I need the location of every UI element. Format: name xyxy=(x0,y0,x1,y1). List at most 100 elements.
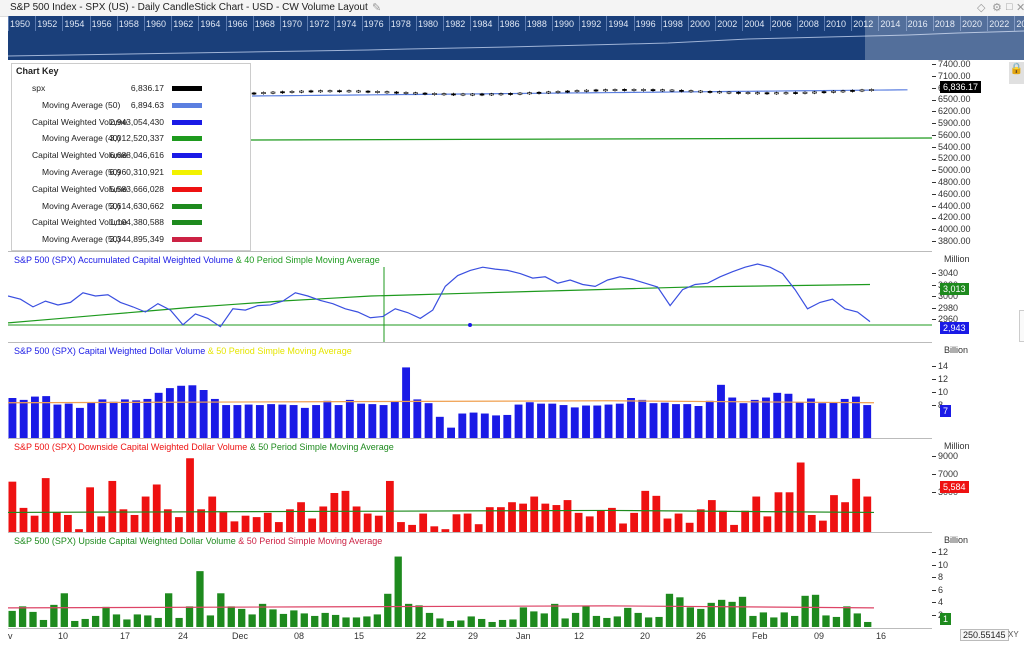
candle-body xyxy=(517,92,523,95)
chart-key-row: Capital Weighted Volume 5,583,666,028 xyxy=(12,181,250,197)
upside-volume-bar xyxy=(279,613,288,627)
dollar-volume-bar xyxy=(413,399,422,438)
window-title: S&P 500 Index - SPX (US) - Daily CandleS… xyxy=(10,2,368,13)
downside-volume-bar xyxy=(152,484,161,532)
downside-volume-bar xyxy=(508,502,516,532)
dollar-volume-panel[interactable]: S&P 500 (SPX) Capital Weighted Dollar Vo… xyxy=(8,343,932,439)
navigator-year-separator xyxy=(171,16,173,31)
dollar-volume-bar xyxy=(638,399,647,438)
navigator-year-separator xyxy=(1014,16,1016,31)
chart-key-value: 6,836.17 xyxy=(130,83,164,93)
accumulated-ma-badge: 3,013 xyxy=(940,283,969,295)
downside-volume-bar xyxy=(374,515,383,532)
dollar-volume-bar xyxy=(717,384,725,438)
chart-key-swatch xyxy=(172,203,202,209)
navigator-year-separator xyxy=(416,16,417,31)
downside-volume-bar xyxy=(197,509,206,532)
chart-key-value: 1,104,380,588 xyxy=(109,217,164,228)
dollar-volume-bar xyxy=(210,398,219,438)
downside-volume-bar xyxy=(385,480,394,532)
navigator-year-separator xyxy=(688,16,689,31)
candle-body xyxy=(812,91,817,94)
downside-volume-bar xyxy=(741,510,750,532)
downside-volume-bar xyxy=(807,514,816,532)
candle-body xyxy=(688,90,694,93)
upside-volume-bar xyxy=(665,593,674,627)
downside-volume-bar xyxy=(163,509,172,532)
downside-volume-bar xyxy=(330,493,339,532)
maximize-icon[interactable]: □ xyxy=(1006,1,1013,13)
dollar-volume-bar xyxy=(222,405,231,438)
navigator-year-label: 1986 xyxy=(499,19,520,29)
downside-volume-bar xyxy=(563,500,572,532)
upside-volume-chart xyxy=(8,556,875,627)
upside-volume-bar xyxy=(791,615,799,627)
dollar-volume-bar xyxy=(469,412,478,438)
xy-toggle[interactable]: XY xyxy=(1008,630,1019,639)
chart-key-label: Capital Weighted Volume xyxy=(32,217,128,228)
volume-ma-line xyxy=(247,137,932,141)
upside-volume-bar xyxy=(373,614,381,627)
candle-body xyxy=(394,91,399,94)
candle-body xyxy=(327,90,333,93)
navigator-year-label: 1956 xyxy=(91,19,112,29)
dollar-volume-bar xyxy=(784,393,793,438)
dollar-volume-bar xyxy=(660,402,669,438)
dollar-volume-bar xyxy=(199,390,208,438)
candle-body xyxy=(736,91,741,94)
dollar-volume-bar xyxy=(593,405,602,438)
history-navigator[interactable]: 1950 1952 1954 1956 1958 1960 1962 1964 1966 1968… xyxy=(8,16,1024,60)
dollar-volume-bar xyxy=(233,405,242,438)
accumulated-panel-title: S&P 500 (SPX) Accumulated Capital Weight… xyxy=(14,255,380,265)
downside-volume-bar xyxy=(397,522,405,532)
axis-tick-label: 5000.00 xyxy=(932,165,971,175)
navigator-year-separator xyxy=(144,16,145,31)
price-panel[interactable] xyxy=(8,60,932,252)
accumulated-axis: Million 30403020300029802960 3,013 2,943 xyxy=(932,252,1024,342)
navigator-year-label: 1960 xyxy=(146,19,167,29)
accumulated-volume-panel[interactable]: S&P 500 (SPX) Accumulated Capital Weight… xyxy=(8,252,932,343)
candle-body xyxy=(261,92,266,94)
accumulated-marker xyxy=(468,323,472,327)
navigator-window[interactable] xyxy=(865,16,1024,60)
chart-key-swatch xyxy=(172,86,202,91)
downside-volume-bar xyxy=(308,518,317,532)
downside-volume-bar xyxy=(408,524,416,532)
candle-body xyxy=(859,89,865,92)
dollar-volume-bar xyxy=(807,398,815,438)
dollar-volume-bar xyxy=(289,405,298,438)
upside-volume-bar xyxy=(363,616,371,627)
upside-title-main: S&P 500 (SPX) Upside Capital Weighted Do… xyxy=(14,536,236,546)
dollar-volume-bar xyxy=(750,399,759,438)
close-icon[interactable]: ✕ xyxy=(1016,2,1024,14)
lock-icon[interactable]: 🔒 xyxy=(1009,62,1024,84)
downside-volume-panel[interactable]: S&P 500 (SPX) Downside Capital Weighted … xyxy=(8,439,932,533)
navigator-year-separator xyxy=(307,16,309,31)
gear-icon[interactable]: ⚙ xyxy=(992,2,1002,14)
chart-key-swatch xyxy=(172,170,202,175)
candle-body xyxy=(574,90,580,93)
upside-volume-bar xyxy=(352,617,361,627)
upside-volume-panel[interactable]: S&P 500 (SPX) Upside Capital Weighted Do… xyxy=(8,533,932,629)
date-axis[interactable]: v 10 17 24 Dec 08 15 22 29 Jan 12 20 26 Feb 09 16 xyxy=(8,628,932,646)
dollar-volume-chart xyxy=(8,367,875,438)
candle-body xyxy=(726,91,732,94)
downside-volume-bar xyxy=(585,516,594,532)
candle-body xyxy=(555,91,561,93)
diamond-icon[interactable]: ◇ xyxy=(977,2,986,14)
upside-volume-bar xyxy=(39,619,48,627)
axis-tick-label: 4 xyxy=(932,597,943,607)
upside-value-badge: 1 xyxy=(940,613,952,625)
dollar-title-ma: & 50 Period Simple Moving Average xyxy=(205,346,352,356)
upside-volume-bar xyxy=(822,615,830,627)
price-current-badge: 6,836.17 xyxy=(940,81,982,93)
pencil-icon[interactable]: ✎ xyxy=(372,2,382,14)
downside-volume-bar xyxy=(230,521,239,532)
downside-volume-bar xyxy=(841,502,849,532)
panel-collapse-handle[interactable] xyxy=(1019,310,1024,342)
dollar-volume-bar xyxy=(705,400,714,438)
axis-tick-label: 10 xyxy=(932,560,948,570)
dollar-volume-bar xyxy=(312,405,321,438)
candle-body xyxy=(802,91,808,94)
navigator-year-separator xyxy=(443,16,445,31)
